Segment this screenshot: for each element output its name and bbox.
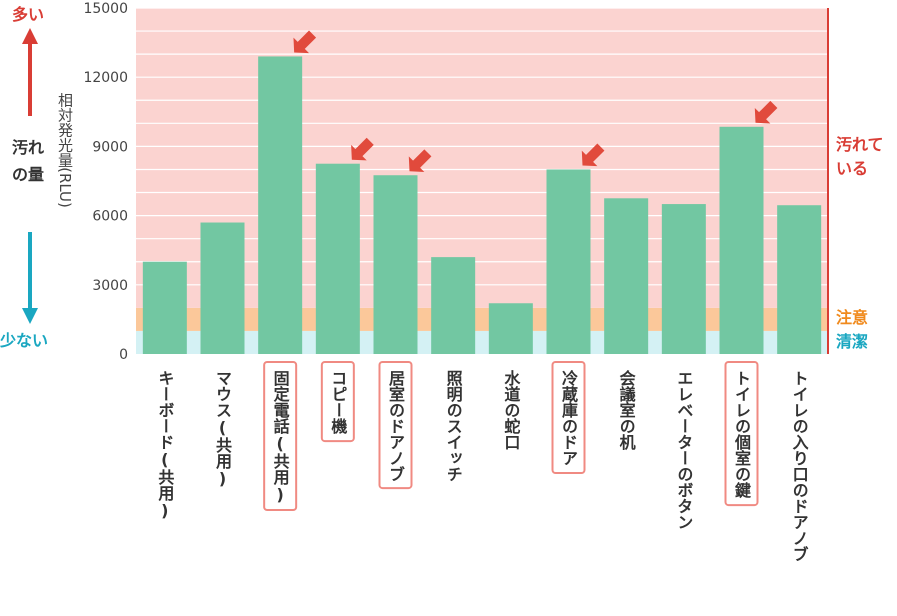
- side-label-less: 少ない: [0, 331, 48, 350]
- down-arrow-icon: [22, 232, 38, 324]
- pointer-arrow-icon: [581, 143, 605, 167]
- highlight-box: [724, 361, 759, 507]
- zone-band: [136, 307, 828, 331]
- bar: [315, 163, 360, 354]
- y-tick-label: 12000: [83, 70, 128, 86]
- highlight-box: [378, 361, 413, 490]
- highlight-arrows: [293, 30, 778, 172]
- category-label: マウス(共用): [213, 370, 232, 488]
- category-label: トイレの個室の鍵: [724, 361, 759, 507]
- category-label-text: 会議室の机: [617, 369, 636, 451]
- category-label: 会議室の机: [617, 369, 636, 451]
- highlight-box: [263, 361, 298, 511]
- bar: [200, 222, 245, 354]
- category-label: トイレの入り口のドアノブ: [790, 370, 809, 562]
- category-label: 冷蔵庫のドア: [551, 361, 586, 474]
- zone-band: [136, 8, 828, 308]
- category-label-text: 固定電話(共用): [271, 370, 291, 504]
- category-label: 水道の蛇口: [501, 369, 520, 450]
- highlight-box: [551, 361, 586, 474]
- pointer-arrow-icon: [754, 100, 778, 124]
- bars: [142, 56, 822, 354]
- pointer-arrow-icon: [351, 137, 374, 161]
- category-label-text: 居室のドアノブ: [386, 370, 405, 482]
- bar: [258, 56, 303, 354]
- zone-bands: [136, 8, 828, 354]
- category-label-text: トイレの個室の鍵: [732, 370, 752, 499]
- y-tick-label: 9000: [92, 139, 128, 155]
- zone-band: [136, 330, 828, 354]
- category-label-text: マウス(共用): [213, 370, 232, 488]
- highlight-box: [320, 361, 355, 443]
- zone-label-clean: 清潔: [836, 332, 868, 351]
- svg-text:の量: の量: [12, 165, 44, 184]
- bar: [604, 198, 649, 354]
- y-axis-label: 相対発光量(RLU): [56, 92, 74, 208]
- side-label-amount: 汚れ の量: [12, 138, 44, 184]
- category-labels: キーボード(共用) マウス(共用) 固定電話(共用) コピー機 居室のドアノブ 照明のスイ…: [155, 361, 809, 562]
- bar: [661, 204, 706, 354]
- zone-label-caution: 注意: [836, 308, 868, 327]
- bar: [373, 175, 418, 354]
- category-label: エレベーターのボタン: [674, 370, 693, 530]
- bar: [546, 169, 591, 354]
- y-tick-label: 6000: [92, 209, 128, 225]
- category-label: コピー機: [320, 361, 355, 443]
- y-tick-label: 3000: [92, 278, 128, 294]
- svg-text:汚れて: 汚れて: [836, 135, 884, 154]
- y-tick-labels: 0 3000 6000 9000 12000 15000: [83, 1, 128, 363]
- bar: [142, 261, 187, 354]
- gridlines: [136, 7, 828, 286]
- category-label-text: コピー機: [328, 370, 347, 435]
- bar: [488, 303, 533, 354]
- y-tick-label: 15000: [83, 1, 128, 17]
- svg-text:いる: いる: [836, 159, 868, 178]
- bar: [431, 257, 476, 354]
- category-label: 照明のスイッチ: [444, 370, 463, 482]
- bar: [777, 205, 822, 354]
- category-label-text: トイレの入り口のドアノブ: [790, 370, 809, 562]
- category-label-text: 水道の蛇口: [501, 369, 520, 450]
- pointer-arrow-icon: [293, 30, 317, 54]
- zone-label-dirty: 汚れて いる: [836, 135, 884, 178]
- category-label-text: キーボード(共用): [155, 370, 174, 520]
- category-label: キーボード(共用): [155, 370, 174, 520]
- side-label-more: 多い: [12, 5, 44, 24]
- pointer-arrow-icon: [408, 149, 432, 172]
- bar: [719, 126, 764, 354]
- y-tick-label: 0: [119, 347, 128, 363]
- category-label: 固定電話(共用): [263, 361, 298, 511]
- svg-text:汚れ: 汚れ: [12, 138, 44, 157]
- category-label-text: エレベーターのボタン: [674, 370, 693, 530]
- category-label-text: 照明のスイッチ: [444, 370, 463, 482]
- category-label: 居室のドアノブ: [378, 361, 413, 490]
- category-label-text: 冷蔵庫のドア: [559, 369, 578, 466]
- up-arrow-icon: [22, 28, 38, 116]
